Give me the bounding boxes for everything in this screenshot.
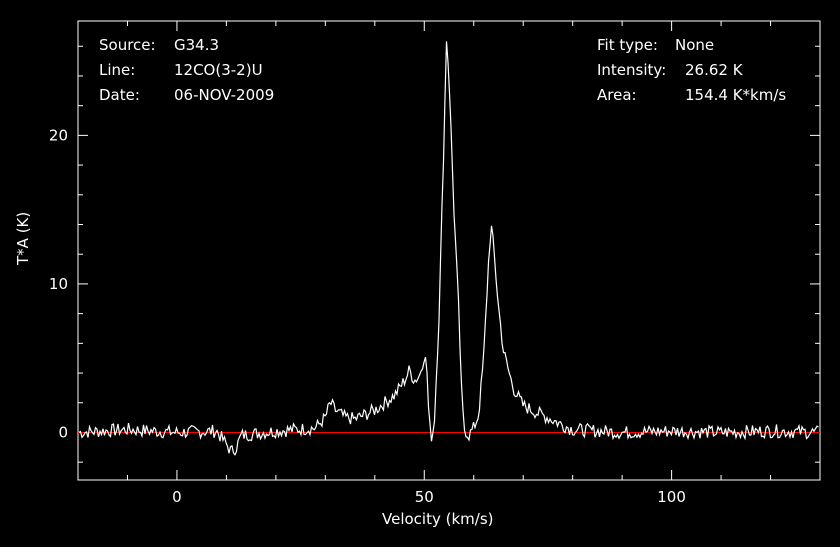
source-label: Source: [99, 36, 156, 54]
fit-type-value: None [675, 36, 715, 54]
intensity-label: Intensity: [597, 61, 667, 79]
fit-type-label: Fit type: [597, 36, 658, 54]
y-tick-label: 10 [49, 275, 68, 293]
intensity-value: 26.62 K [685, 61, 743, 79]
area-label: Area: [597, 86, 637, 104]
date-value: 06-NOV-2009 [174, 86, 275, 104]
line-label: Line: [99, 61, 136, 79]
series-line [78, 41, 819, 456]
x-tick-label: 50 [415, 488, 434, 506]
y-axis-label: T*A (K) [14, 211, 32, 265]
y-tick-label: 20 [49, 126, 68, 144]
area-value: 154.4 K*km/s [685, 86, 787, 104]
line-value: 12CO(3-2)U [174, 61, 263, 79]
date-label: Date: [99, 86, 140, 104]
source-value: G34.3 [174, 36, 220, 54]
tick-labels: 0 50 100 0 10 20 [49, 126, 686, 506]
x-axis-label: Velocity (km/s) [382, 510, 494, 528]
x-tick-label: 100 [657, 488, 686, 506]
plot-frame [77, 20, 821, 481]
x-tick-label: 0 [172, 488, 182, 506]
axis-ticks [77, 21, 821, 480]
y-tick-label: 0 [58, 423, 68, 441]
